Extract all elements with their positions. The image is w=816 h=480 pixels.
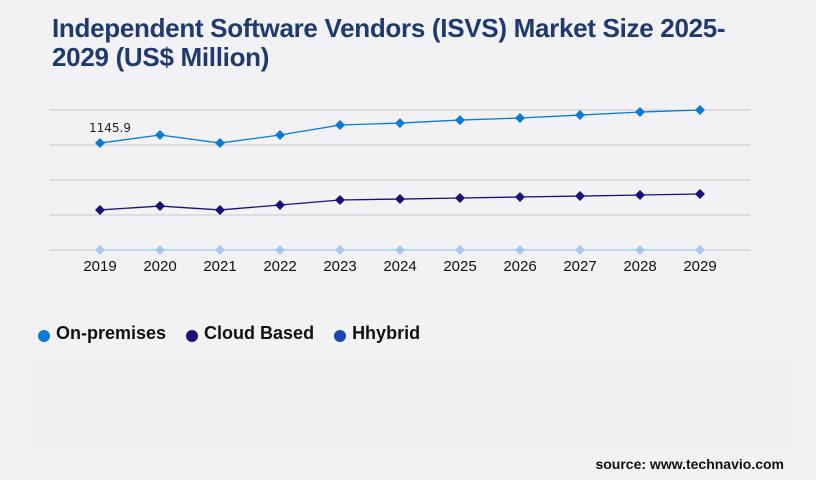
data-point [575, 191, 585, 202]
legend-item: Cloud Based [186, 323, 314, 344]
data-point [335, 194, 345, 205]
legend-label: On-premises [56, 323, 167, 343]
data-point [635, 245, 645, 255]
data-point [215, 245, 225, 255]
legend-label: Hhybrid [352, 323, 421, 343]
data-point [275, 200, 285, 211]
data-point [275, 130, 285, 141]
data-point [275, 245, 285, 255]
x-tick-label: 2029 [683, 258, 716, 275]
data-point [215, 204, 225, 215]
data-point [455, 193, 465, 204]
data-point [515, 113, 525, 124]
x-tick-label: 2021 [203, 258, 236, 275]
x-tick-label: 2022 [263, 258, 296, 275]
data-point [95, 204, 105, 215]
data-point [515, 245, 525, 255]
chart-title: Independent Software Vendors (ISVS) Mark… [52, 13, 726, 72]
legend-marker-icon [186, 329, 199, 342]
x-tick-label: 2027 [563, 258, 596, 275]
data-point [155, 201, 165, 212]
data-point [455, 115, 465, 126]
data-label: 1145.9 [89, 121, 131, 135]
data-point [695, 245, 705, 255]
x-tick-label: 2024 [383, 258, 416, 275]
data-point [155, 245, 165, 255]
source-text: source: www.technavio.com [595, 456, 784, 472]
data-point [575, 245, 585, 255]
data-point [695, 105, 705, 115]
data-point [635, 190, 645, 201]
data-point [575, 110, 585, 121]
background-panel [32, 360, 792, 450]
data-point [635, 107, 645, 118]
x-tick-label: 2028 [623, 258, 656, 275]
data-point [95, 245, 105, 255]
x-tick-label: 2023 [323, 258, 356, 275]
legend: On-premises Cloud Based Hhybrid [38, 323, 420, 344]
data-point [395, 118, 405, 129]
data-point [395, 245, 405, 255]
legend-marker-icon [38, 329, 50, 342]
data-point [95, 138, 105, 149]
data-point [695, 189, 705, 199]
x-tick-label: 2026 [503, 258, 536, 275]
data-point [215, 138, 225, 149]
legend-item: Hhybrid [334, 323, 420, 344]
data-point [455, 245, 465, 255]
data-point [335, 120, 345, 131]
x-tick-label: 2019 [83, 258, 116, 275]
legend-label: Cloud Based [204, 323, 315, 343]
data-point [335, 245, 345, 255]
data-point [395, 194, 405, 205]
x-tick-label: 2020 [143, 258, 176, 275]
data-point [155, 130, 165, 141]
x-tick-label: 2025 [443, 258, 476, 275]
legend-item: On-premises [38, 323, 166, 344]
data-point [515, 191, 525, 202]
legend-marker-icon [334, 329, 347, 342]
